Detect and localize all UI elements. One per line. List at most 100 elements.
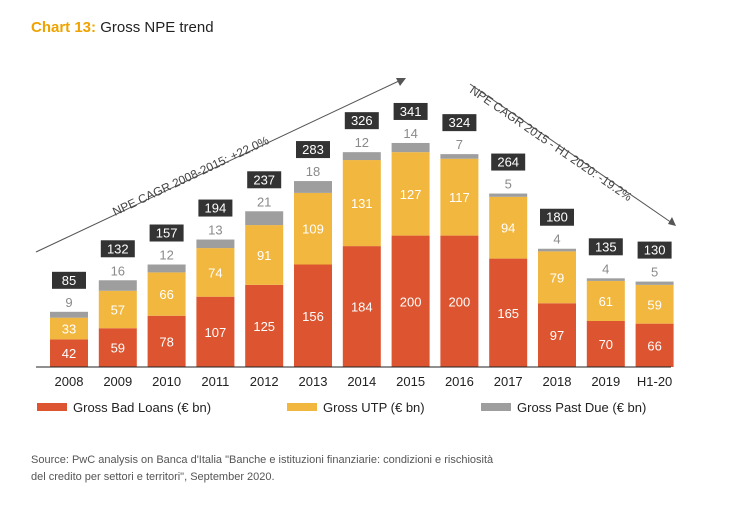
trend-arrowhead-down (668, 217, 676, 226)
data-label-past-due: 4 (602, 261, 609, 276)
total-box (344, 112, 379, 130)
trend-line-down (469, 83, 673, 224)
data-label-utp: 33 (62, 322, 76, 337)
bar-utp (245, 225, 284, 285)
bar-past-due (50, 311, 88, 318)
chart-title-text: Gross NPE trend (100, 19, 214, 36)
total-label: 130 (644, 243, 666, 258)
x-tick-label: 2012 (250, 374, 279, 389)
total-box (149, 224, 184, 242)
total-label: 326 (351, 113, 373, 128)
bar-bad-loans (635, 323, 674, 367)
total-label: 264 (497, 155, 519, 170)
x-axis-tick-labels: 2008 2009 2010 2011 2012 2013 2014 2015 2016 2017… (55, 374, 673, 389)
data-label-utp: 66 (159, 287, 173, 302)
total-label: 180 (546, 210, 568, 225)
bar-bad-loans (147, 315, 186, 367)
bar-past-due (245, 211, 284, 226)
x-tick-label: 2013 (299, 374, 328, 389)
data-label-bad-loans: 165 (497, 306, 519, 321)
data-label-bad-loans: 42 (62, 346, 76, 361)
data-label-utp: 59 (647, 297, 661, 312)
data-label-bad-loans: 97 (550, 328, 564, 343)
x-tick-label: 2010 (152, 374, 181, 389)
bar-bad-loans (50, 339, 88, 367)
data-label-bad-loans: 78 (159, 334, 173, 349)
data-label-past-due: 12 (355, 135, 369, 150)
trend-line-up (35, 79, 402, 253)
bar-utp (342, 160, 381, 247)
total-label: 85 (62, 273, 76, 288)
total-box (393, 102, 428, 120)
total-box (52, 271, 86, 289)
bar-past-due (147, 264, 186, 273)
cagr-annotation-down: NPE CAGR 2015 - H1 2020: -19.2% (467, 83, 635, 204)
trend-arrowhead-up (396, 78, 406, 86)
data-label-bad-loans: 59 (111, 341, 125, 356)
bar-utp (294, 192, 332, 265)
bar-past-due (342, 152, 381, 161)
bar-bad-loans (586, 321, 625, 367)
total-label: 157 (156, 226, 178, 241)
data-label-utp: 57 (111, 303, 125, 318)
source-note: Source: PwC analysis on Banca d'Italia "… (31, 452, 671, 486)
bar-past-due (635, 281, 674, 285)
x-tick-label: 2015 (396, 374, 425, 389)
total-label: 341 (400, 104, 422, 119)
data-label-past-due: 13 (208, 223, 222, 238)
data-label-past-due: 7 (456, 137, 463, 152)
total-box (247, 171, 282, 189)
bar-utp (196, 248, 235, 297)
bar-utp (586, 280, 625, 322)
bar-bad-loans (294, 264, 332, 367)
data-label-past-due: 16 (111, 263, 125, 278)
bar-bad-loans (489, 258, 528, 367)
bar-utp (50, 317, 88, 340)
total-label: 135 (595, 239, 617, 254)
bar-utp (440, 158, 479, 236)
legend: Gross Bad Loans (€ bn) Gross UTP (€ bn) Gr… (37, 400, 646, 415)
bar-utp (98, 290, 137, 329)
bar-past-due (586, 278, 625, 281)
legend-swatch-past-due (481, 403, 511, 411)
bar-past-due (98, 280, 137, 291)
total-box (637, 241, 672, 259)
total-box (540, 208, 574, 226)
data-label-bad-loans: 66 (647, 338, 661, 353)
total-box (296, 141, 330, 159)
x-tick-label: 2011 (201, 374, 229, 389)
legend-label-past-due: Gross Past Due (€ bn) (517, 400, 646, 415)
bar-utp (538, 251, 576, 304)
stacked-bar-chart: NPE CAGR 2008-2015: +22.0% NPE CAGR 2015 … (35, 78, 676, 415)
data-label-past-due: 4 (553, 232, 560, 247)
data-label-utp: 131 (351, 196, 373, 211)
data-label-utp: 74 (208, 265, 222, 280)
total-label: 324 (449, 115, 471, 130)
data-label-past-due: 21 (257, 194, 271, 209)
data-label-past-due: 5 (651, 265, 658, 280)
bar-utp (147, 272, 186, 316)
data-label-bad-loans: 200 (449, 294, 471, 309)
x-tick-label: 2008 (55, 374, 84, 389)
total-box (491, 153, 526, 171)
bar-utp (489, 196, 528, 259)
data-label-utp: 109 (302, 222, 324, 237)
x-tick-label: 2009 (103, 374, 132, 389)
bar-bad-loans (538, 303, 576, 367)
legend-swatch-bad-loans (37, 403, 67, 411)
total-box (198, 199, 233, 217)
data-label-utp: 79 (550, 270, 564, 285)
data-label-utp: 117 (449, 190, 470, 205)
data-label-past-due: 5 (505, 177, 512, 192)
data-label-utp: 61 (599, 294, 613, 309)
data-label-bad-loans: 184 (351, 300, 373, 315)
bar-past-due (391, 142, 430, 153)
source-line-1: Source: PwC analysis on Banca d'Italia "… (31, 454, 494, 466)
bar-past-due (196, 239, 235, 249)
data-label-past-due: 9 (65, 295, 72, 310)
chart-title: Chart 13: Gross NPE trend (31, 19, 214, 36)
bar-utp (391, 152, 430, 236)
total-box (100, 240, 135, 258)
data-label-past-due: 14 (403, 126, 417, 141)
x-tick-label: 2018 (543, 374, 572, 389)
